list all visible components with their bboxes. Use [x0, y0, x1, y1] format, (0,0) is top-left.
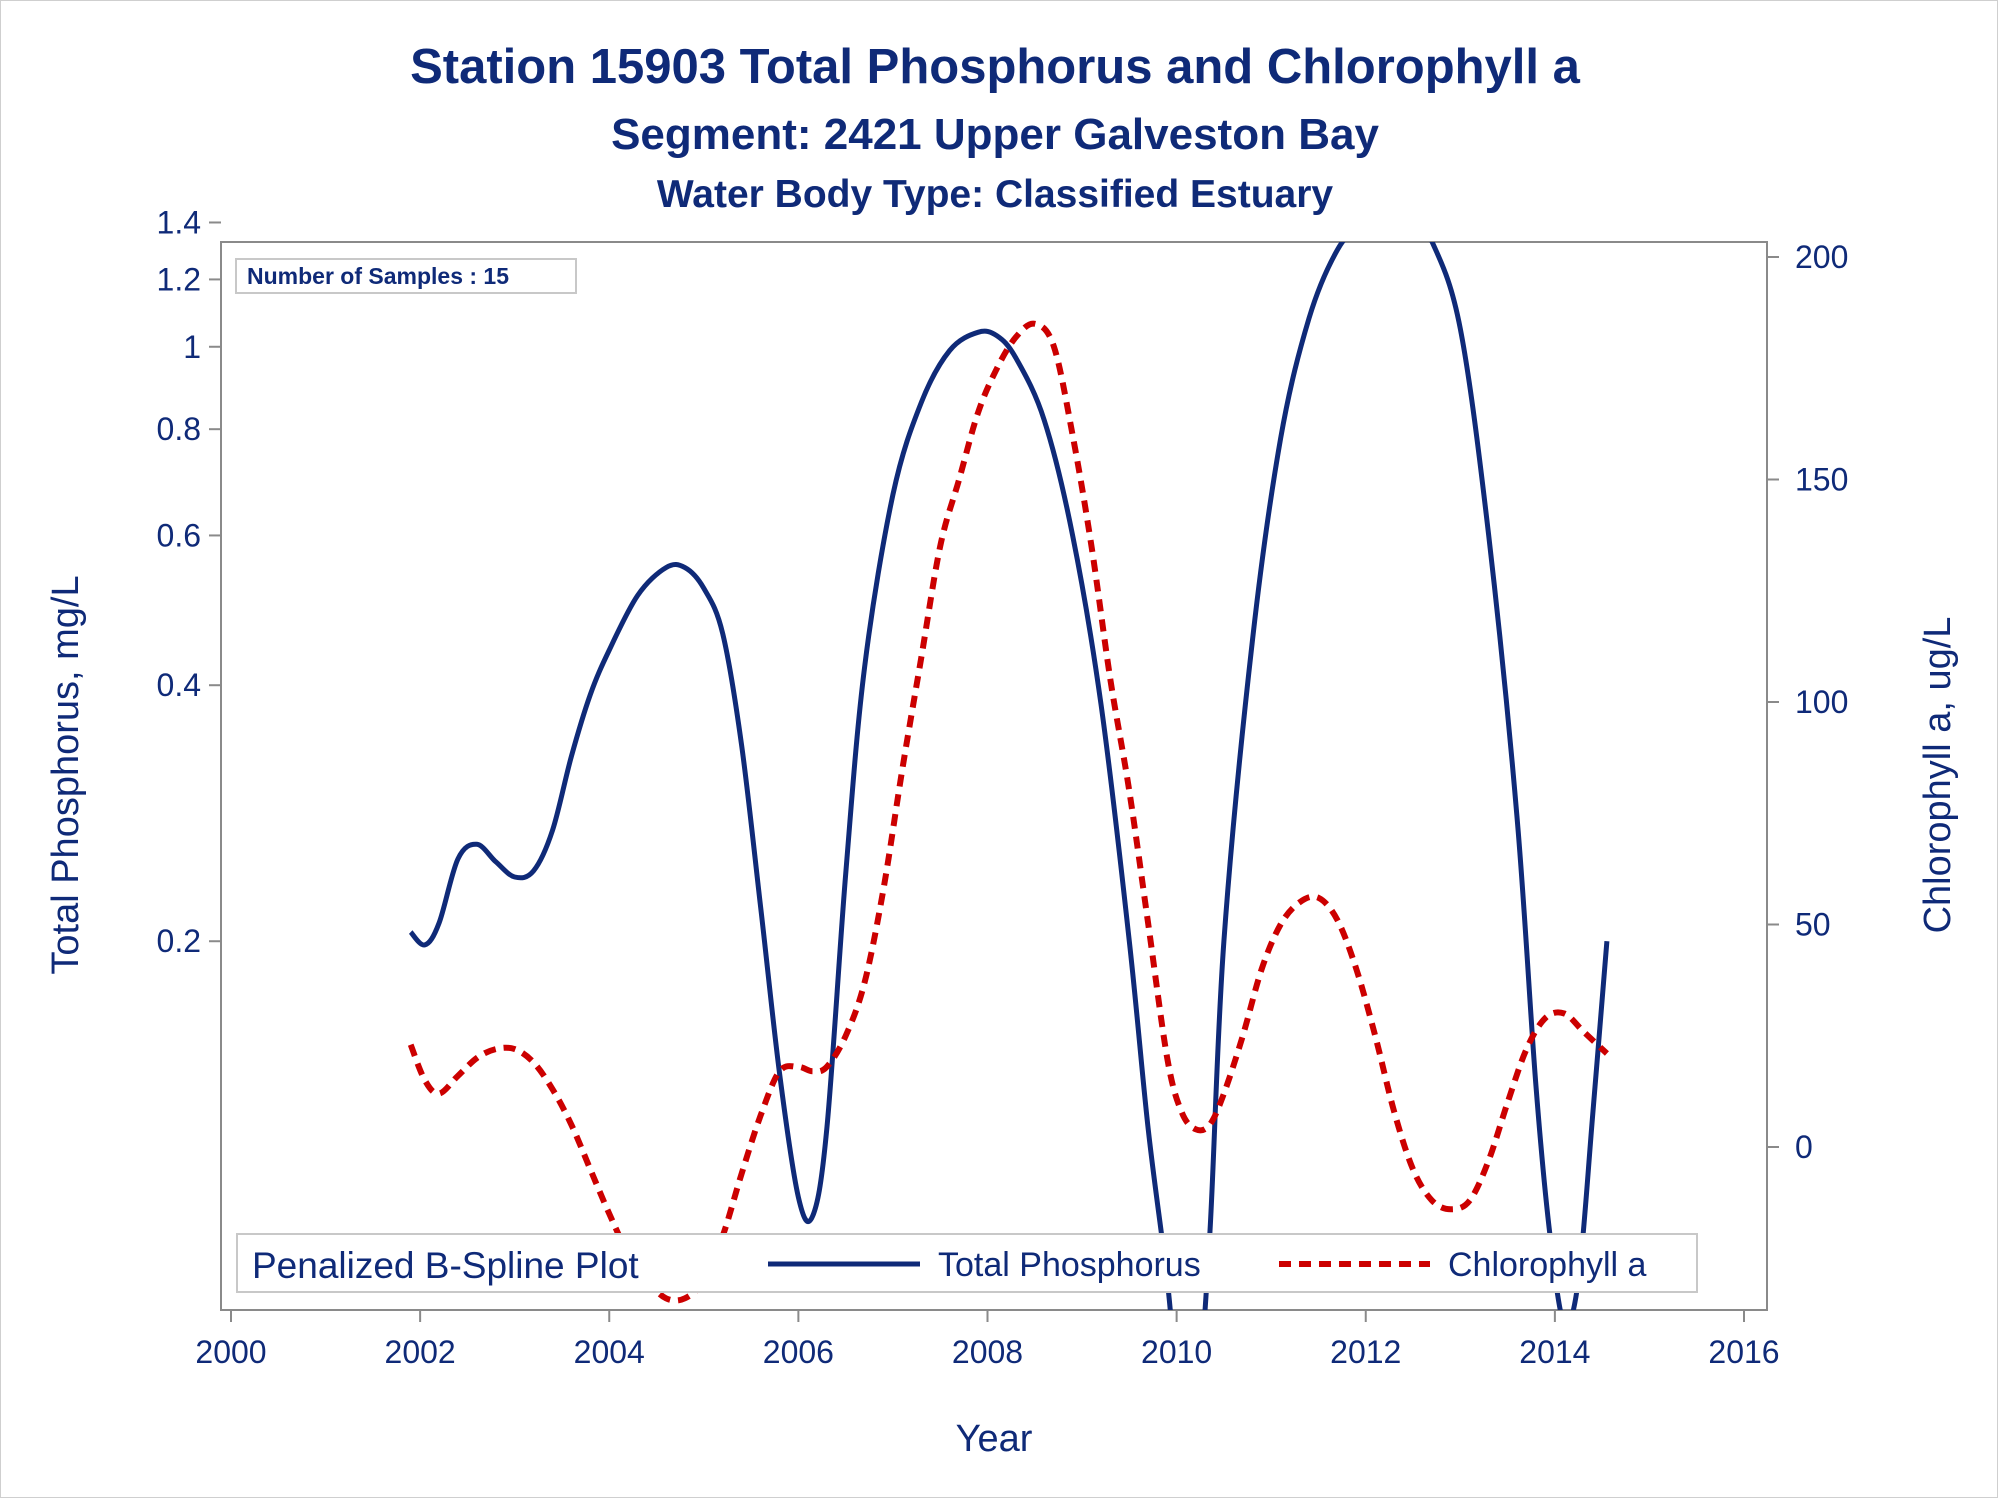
- x-axis: 2000 2002 2004 2006 2008 2010 2012 2014 2016: [195, 1310, 1780, 1370]
- plot-area: [220, 241, 1768, 1311]
- y-left-tick-label: 0.6: [157, 517, 201, 553]
- x-tick-label: 2016: [1708, 1334, 1779, 1370]
- y-right-tick-label: 100: [1795, 684, 1848, 720]
- y-right-tick-label: 200: [1795, 239, 1848, 275]
- y-right-tick-label: 50: [1795, 907, 1831, 943]
- series-line-total-phosphorus: [408, 242, 1610, 1310]
- y-left-tick-label: 1.4: [157, 204, 201, 240]
- series-line-chlorophyll-a: [407, 320, 1609, 1304]
- x-tick-label: 2002: [385, 1334, 456, 1370]
- x-tick-label: 2008: [952, 1334, 1023, 1370]
- legend: Penalized B-Spline Plot Total Phosphorus…: [236, 1233, 1698, 1293]
- legend-label-chlorophyll-a: Chlorophyll a: [1448, 1246, 1647, 1284]
- sample-count-box: Number of Samples : 15: [235, 258, 577, 294]
- legend-label-total-phosphorus: Total Phosphorus: [938, 1246, 1201, 1284]
- y-left-tick-label: 1: [183, 329, 201, 365]
- y-left-tick-label: 0.4: [157, 667, 201, 703]
- x-tick-label: 2006: [763, 1334, 834, 1370]
- legend-box: [236, 1233, 1698, 1293]
- y-left-tick-label: 0.8: [157, 411, 201, 447]
- y-right-tick-label: 0: [1795, 1129, 1813, 1165]
- y-axis-right-label: Chlorophyll a, ug/L: [1917, 617, 1959, 934]
- x-tick-label: 2012: [1330, 1334, 1401, 1370]
- y-axis-left-label: Total Phosphorus, mg/L: [45, 575, 87, 974]
- chart-subtitle-waterbody: Water Body Type: Classified Estuary: [657, 173, 1333, 216]
- x-tick-label: 2010: [1141, 1334, 1212, 1370]
- sample-count-text: Number of Samples : 15: [247, 263, 509, 289]
- chart-title: Station 15903 Total Phosphorus and Chlor…: [410, 40, 1581, 94]
- x-axis-label: Year: [956, 1418, 1033, 1460]
- chart-subtitle-segment: Segment: 2421 Upper Galveston Bay: [611, 110, 1379, 159]
- x-tick-label: 2004: [574, 1334, 645, 1370]
- x-tick-label: 2014: [1519, 1334, 1590, 1370]
- y-axis-right: 0 50 100 150 200: [1767, 239, 1848, 1165]
- y-axis-left: 0.2 0.4 0.6 0.8 1 1.2 1.4: [157, 204, 221, 959]
- y-right-tick-label: 150: [1795, 462, 1848, 498]
- y-left-tick-label: 0.2: [157, 923, 201, 959]
- x-tick-label: 2000: [195, 1334, 266, 1370]
- legend-title: Penalized B-Spline Plot: [252, 1245, 639, 1286]
- y-left-tick-label: 1.2: [157, 261, 201, 297]
